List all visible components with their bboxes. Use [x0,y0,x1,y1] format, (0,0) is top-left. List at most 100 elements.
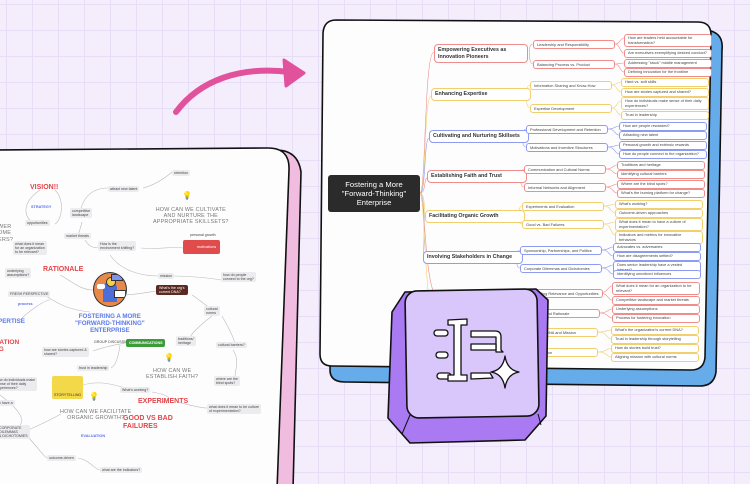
question-node[interactable]: How do people connect to the organizatio… [619,150,707,159]
mind-map-node[interactable]: what are the indicators? [100,467,143,474]
mind-map-node[interactable]: retention [172,170,190,177]
mind-map-node[interactable]: HOW CAN WE ESTABLISH FAITH? [146,368,199,381]
mind-map-node[interactable]: motivations [183,240,220,255]
branch-node[interactable]: Involving Stakeholders in Change [423,251,523,264]
mind-map-node[interactable]: process [18,302,33,306]
mind-map-node[interactable]: cultural norms [204,306,220,317]
mind-map-node[interactable]: How is the environment shifting? [98,241,137,252]
branch-node[interactable]: Establishing Faith and Trust [427,170,527,183]
mind-map-node[interactable]: STORYTELLING [52,376,83,400]
central-topic[interactable]: Fostering a More "Forward-Thinking" Ente… [328,175,420,212]
question-node[interactable]: What's working? [615,200,703,209]
mind-map-node[interactable]: attract new talent [108,186,140,193]
subtopic-node[interactable]: Sponsorship, Partnerships, and Politics [520,246,602,255]
connector [419,137,430,194]
mind-map-node[interactable]: opportunities [25,220,50,227]
mind-map-node[interactable]: What's working? [120,387,151,394]
mind-map-node[interactable]: GROUP DISCUSSION [94,340,131,344]
mind-map-node[interactable]: mission [158,273,175,280]
mind-map-node[interactable]: PERTISE [0,318,25,325]
question-node[interactable]: Hard vs. soft skills [621,78,709,87]
subtopic-node[interactable]: Communication and Cultural Norms [524,165,606,174]
mind-map-node[interactable]: traditions/ heritage [176,336,196,347]
mind-map-node[interactable]: underlying assumptions? [5,268,32,279]
question-node[interactable]: Competitive landscape and market threats [612,296,700,305]
mind-map-node[interactable]: how do people connect to the org? [221,272,256,283]
question-node[interactable]: Aligning mission with cultural norms [611,353,699,362]
question-node[interactable]: Outcome-driven approaches [615,209,703,218]
question-node[interactable]: Attracting new talent [619,131,707,140]
left-connectors [0,171,238,471]
question-node[interactable]: How are stories captured and shared? [621,88,709,97]
mind-map-node[interactable]: RATIONALE [43,266,84,273]
mind-map-node[interactable]: HOW CAN WE FACILITATE ORGANIC GROWTH? [60,409,132,422]
branch-node[interactable]: Cultivating and Nurturing Skillsets [429,130,529,143]
mind-map-node[interactable]: how are stories captured & shared? [42,347,89,358]
question-node[interactable]: Personal growth and extrinsic rewards [619,141,707,150]
subtopic-node[interactable]: Motivations and Incentive Structures [526,143,608,152]
mind-map-node[interactable]: where are the blind spots? [214,376,240,387]
lightbulb-icon: 💡 [164,353,174,362]
connector [529,51,534,65]
mind-map-node[interactable]: COMMUNICATIONS [126,339,166,348]
question-node[interactable]: Underlying assumptions [612,305,700,314]
mind-map-node[interactable]: FRESH PERSPECTIVE [8,291,51,298]
question-node[interactable]: What does it mean for an organization to… [612,282,700,296]
mind-map-node[interactable]: cultural barriers? [216,342,247,349]
mind-map-node[interactable]: what does it mean to be culture of exper… [207,404,261,415]
question-node[interactable]: Are executives exemplifying desired cond… [624,49,712,58]
mind-map-node[interactable]: what does it mean for an organization to… [13,241,47,256]
mind-map-node[interactable]: CORPORATE DILEMMAS & DICHOTOMIES [0,425,30,440]
question-node[interactable]: Addressing "stuck" middle management [624,59,712,68]
question-node[interactable]: What's the organization's current DNA? [611,326,699,335]
mind-map-node[interactable]: ip have a [0,400,15,407]
connector [603,221,616,225]
mind-map-node[interactable]: EXPERIMENTS [138,398,189,405]
mind-map-node[interactable]: VISION!! [30,184,59,191]
mind-map-node[interactable]: market threats [64,233,91,240]
left-mind-map: 💡 💡 💡 VISION!! STRATEGY WER OME ERS? opport… [0,151,287,484]
question-node[interactable]: How are leaders held accountable for tra… [624,34,712,48]
mind-map-node[interactable]: EVALUATION [81,434,106,438]
subtopic-node[interactable]: Corporate Dilemmas and Dichotomies [520,264,602,273]
subtopic-node[interactable]: Experiments and Evaluation [522,202,604,211]
subtopic-node[interactable]: Professional Development and Retention [526,125,608,134]
mind-map-node[interactable]: trust in leadership [77,365,110,372]
question-node[interactable]: Identifying cultural barriers [617,170,705,179]
question-node[interactable]: How are people rewarded? [619,122,707,131]
question-node[interactable]: How do individuals make sense of their d… [621,97,709,111]
mind-map-node[interactable]: STRATEGY [31,205,52,209]
subtopic-node[interactable]: Informal Networks and Alignment [524,183,606,192]
subtopic-node[interactable]: Expertise Development [530,104,612,113]
question-node[interactable]: Defining innovation for the frontline [624,68,712,77]
question-node[interactable]: What's the burning platform for change? [617,189,705,198]
question-node[interactable]: Where are the blind spots? [617,180,705,189]
mind-map-node[interactable]: competitive landscape [70,208,93,219]
branch-node[interactable]: Enhancing Expertise [431,88,531,101]
question-node[interactable]: Process for fostering innovation [612,314,700,323]
subtopic-node[interactable]: Leadership and Responsibility [533,40,615,49]
mind-map-node[interactable]: outcome-driven [47,455,76,462]
question-node[interactable]: Trust in leadership [621,111,709,120]
question-node[interactable]: Trust in leadership through storytelling [611,335,699,344]
question-node[interactable]: Identifying unnoticed influences [613,270,701,279]
mind-map-node[interactable]: GOOD VS BAD FAILURES [123,415,173,431]
subtopic-node[interactable]: Information Sharing and Know-How [530,81,612,90]
question-node[interactable]: What does it mean to have a culture of e… [615,218,703,232]
connector [597,331,612,340]
question-node[interactable]: How are disagreements settled? [613,252,701,261]
question-node[interactable]: Traditions and heritage [617,161,705,170]
question-node[interactable]: How do stories build trust? [611,344,699,353]
mind-map-node[interactable]: w do individuals make nse of their daily… [0,377,38,392]
mind-map-node[interactable]: HOW CAN WE CULTIVATE AND NURTURE THE APP… [153,207,229,226]
mind-map-node[interactable]: WER OME ERS? [0,224,14,243]
branch-node[interactable]: Facilitating Organic Growth [425,210,525,223]
subtopic-node[interactable]: Balancing Process vs. Product [533,60,615,69]
mind-map-node[interactable]: FOSTERING A MORE "FORWARD-THINKING" ENTE… [75,313,145,335]
subtopic-node[interactable]: Good vs. Bad Failures [522,220,604,229]
question-node[interactable]: Advocates vs. adversaries [613,243,701,252]
branch-node[interactable]: Empowering Executives as Innovation Pion… [434,44,528,64]
mind-map-node[interactable]: personal growth [190,233,216,237]
mind-map-node[interactable]: MATION NG [0,339,20,354]
mind-map-node[interactable]: What's the org's current DNA? [156,285,188,296]
